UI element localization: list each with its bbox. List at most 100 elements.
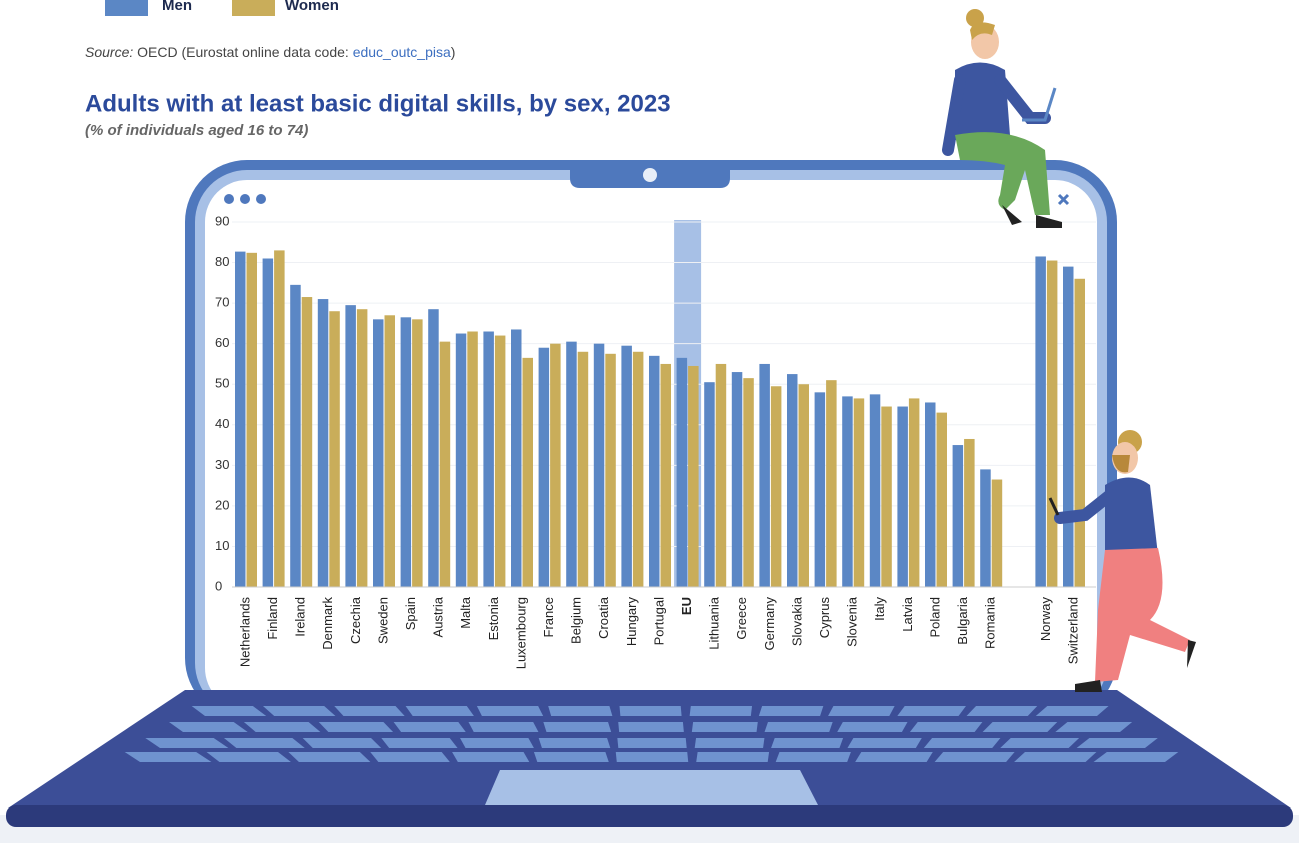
bar	[550, 343, 561, 587]
bar	[290, 284, 301, 587]
bar	[329, 311, 340, 587]
bar	[908, 398, 920, 587]
key	[828, 706, 895, 716]
x-tick-label: Finland	[265, 597, 280, 640]
bar	[676, 357, 688, 587]
bar	[605, 353, 616, 587]
bar	[246, 252, 257, 588]
bar	[262, 258, 274, 587]
x-tick-label: Ireland	[293, 597, 308, 637]
key	[775, 752, 851, 762]
y-tick-label: 80	[215, 254, 229, 269]
y-tick-label: 50	[215, 376, 229, 391]
source-text: OECD (Eurostat online data code:	[137, 44, 349, 60]
bar	[649, 355, 660, 587]
key	[1093, 752, 1179, 762]
x-tick-label: Estonia	[486, 596, 501, 640]
x-tick-label: Cyprus	[817, 597, 832, 639]
legend-label: Women	[285, 0, 339, 14]
y-tick-label: 40	[215, 416, 229, 431]
key	[909, 722, 983, 732]
x-tick-label: Hungary	[624, 597, 639, 647]
bar	[688, 365, 699, 587]
legend-swatch	[105, 0, 148, 16]
bar	[1063, 266, 1074, 587]
x-tick-label: Croatia	[596, 596, 611, 639]
x-tick-label: Spain	[403, 597, 418, 630]
bar	[980, 469, 991, 587]
chart-title: Adults with at least basic digital skill…	[85, 90, 671, 117]
bar	[952, 445, 964, 587]
key	[468, 722, 539, 732]
x-tick-label: Italy	[872, 597, 887, 621]
x-tick-label: Bulgaria	[955, 596, 970, 644]
bar	[731, 372, 743, 587]
key	[855, 752, 933, 762]
key	[302, 738, 382, 748]
key	[982, 722, 1058, 732]
bar	[842, 396, 853, 587]
x-tick-label: Malta	[458, 596, 473, 629]
key	[897, 706, 966, 716]
bar	[235, 251, 246, 587]
source-code: educ_outc_pisa	[353, 44, 451, 60]
key	[460, 738, 534, 748]
bar	[897, 406, 908, 587]
key	[758, 706, 824, 716]
bar	[1046, 260, 1058, 587]
x-tick-label: Czechia	[348, 596, 363, 644]
x-tick-label: Germany	[762, 597, 777, 651]
x-tick-label: Latvia	[900, 596, 915, 631]
x-tick-label: Portugal	[651, 597, 666, 646]
key	[689, 706, 753, 716]
x-tick-label: EU	[679, 597, 694, 615]
bar	[345, 305, 356, 587]
bar	[925, 402, 936, 587]
legend-label: Men	[162, 0, 192, 14]
bar	[770, 386, 782, 587]
bar	[743, 378, 754, 587]
bar	[356, 309, 368, 587]
keyboard	[124, 706, 1179, 762]
bar	[538, 347, 550, 587]
key	[696, 752, 770, 762]
bar	[412, 319, 423, 587]
key	[618, 722, 684, 732]
bar	[274, 250, 285, 587]
key	[1035, 706, 1109, 716]
y-tick-label: 70	[215, 295, 229, 310]
key	[771, 738, 844, 748]
bar	[1074, 278, 1085, 587]
y-tick-label: 30	[215, 457, 229, 472]
bar	[494, 335, 506, 587]
chart-subtitle: (% of individuals aged 16 to 74)	[85, 122, 308, 139]
illustration-woman	[942, 9, 1062, 228]
legend-swatch	[232, 0, 275, 16]
key	[452, 752, 530, 762]
bar	[522, 357, 533, 587]
key	[334, 706, 405, 716]
base-edge	[6, 805, 1293, 827]
bar	[428, 309, 439, 587]
bar	[483, 331, 494, 587]
illustration-man	[1048, 430, 1196, 692]
x-tick-label: Poland	[927, 597, 942, 637]
key	[543, 722, 612, 732]
bar	[704, 382, 715, 587]
bar	[715, 363, 727, 587]
bar	[317, 299, 329, 587]
key	[548, 706, 613, 716]
key	[538, 738, 611, 748]
y-tick-label: 90	[215, 213, 229, 228]
bar	[881, 406, 892, 587]
legend: Men Women	[105, 0, 339, 16]
x-tick-label: Lithuania	[707, 596, 722, 650]
bar	[798, 384, 809, 587]
key	[1076, 738, 1158, 748]
bar	[660, 363, 671, 587]
key	[318, 722, 394, 732]
bar	[964, 438, 975, 587]
bar	[869, 394, 881, 587]
key	[764, 722, 833, 732]
key	[617, 738, 687, 748]
